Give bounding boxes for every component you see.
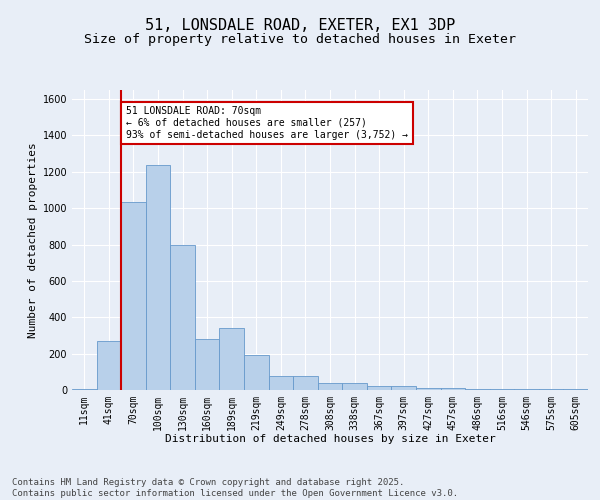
Text: Contains HM Land Registry data © Crown copyright and database right 2025.
Contai: Contains HM Land Registry data © Crown c… xyxy=(12,478,458,498)
Y-axis label: Number of detached properties: Number of detached properties xyxy=(28,142,38,338)
Text: 51 LONSDALE ROAD: 70sqm
← 6% of detached houses are smaller (257)
93% of semi-de: 51 LONSDALE ROAD: 70sqm ← 6% of detached… xyxy=(126,106,408,140)
Bar xyxy=(440,388,465,390)
Bar xyxy=(563,389,588,390)
Bar xyxy=(391,386,416,390)
Bar xyxy=(293,376,318,390)
Bar xyxy=(416,388,440,390)
Bar xyxy=(367,386,391,390)
Text: Size of property relative to detached houses in Exeter: Size of property relative to detached ho… xyxy=(84,32,516,46)
Bar xyxy=(465,389,490,390)
Bar xyxy=(244,356,269,390)
Bar xyxy=(342,382,367,390)
Bar xyxy=(121,202,146,390)
Bar xyxy=(97,341,121,390)
Text: 51, LONSDALE ROAD, EXETER, EX1 3DP: 51, LONSDALE ROAD, EXETER, EX1 3DP xyxy=(145,18,455,32)
Bar xyxy=(490,389,514,390)
Bar xyxy=(195,339,220,390)
X-axis label: Distribution of detached houses by size in Exeter: Distribution of detached houses by size … xyxy=(164,434,496,444)
Bar xyxy=(146,164,170,390)
Bar xyxy=(318,382,342,390)
Bar xyxy=(72,389,97,390)
Bar xyxy=(220,328,244,390)
Bar xyxy=(170,244,195,390)
Bar xyxy=(514,389,539,390)
Bar xyxy=(539,389,563,390)
Bar xyxy=(269,376,293,390)
